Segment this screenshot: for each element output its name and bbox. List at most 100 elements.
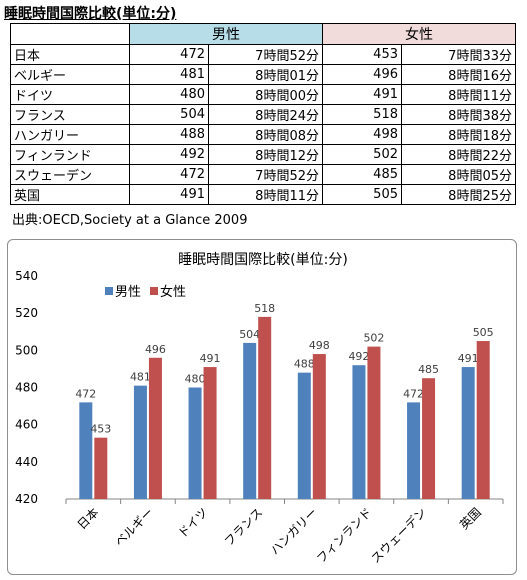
bar-female xyxy=(367,346,381,499)
cell-male-hours: 7時間52分 xyxy=(208,44,323,65)
cell-male-minutes: 491 xyxy=(129,184,209,205)
male-header: 男性 xyxy=(129,23,323,45)
cell-female-hours: 8時間22分 xyxy=(401,144,516,165)
x-tick-label: フランス xyxy=(222,505,266,549)
data-label-female: 505 xyxy=(473,326,494,339)
bar-male xyxy=(243,342,257,499)
cell-country: スウェーデン xyxy=(10,164,130,185)
x-tick-label: フィンランド xyxy=(314,505,375,566)
data-label-female: 496 xyxy=(145,343,166,356)
cell-male-minutes: 492 xyxy=(129,144,209,165)
cell-male-hours: 7時間52分 xyxy=(208,164,323,185)
data-label-male: 492 xyxy=(348,350,369,363)
bar-female xyxy=(476,341,490,499)
cell-country: ベルギー xyxy=(10,64,130,85)
data-label-female: 485 xyxy=(418,363,439,376)
cell-country: 日本 xyxy=(10,44,130,65)
cell-male-hours: 8時間11分 xyxy=(208,184,323,205)
table-row: 日本 472 7時間52分 453 7時間33分 xyxy=(10,44,516,65)
table-row: ベルギー 481 8時間01分 496 8時間16分 xyxy=(10,64,516,85)
bar-male xyxy=(352,365,366,499)
cell-female-minutes: 505 xyxy=(322,184,402,205)
y-tick-label: 420 xyxy=(15,492,38,506)
bar-male xyxy=(297,372,311,499)
table-title: 睡眠時間国際比較(単位:分) xyxy=(4,6,177,22)
cell-male-hours: 8時間08分 xyxy=(208,124,323,145)
y-tick-label: 500 xyxy=(15,343,38,357)
cell-female-hours: 8時間25分 xyxy=(401,184,516,205)
bar-chart: 睡眠時間国際比較(単位:分) 420 440 460 480 500 520 540 472 45… xyxy=(15,252,504,567)
data-label-female: 518 xyxy=(254,302,275,315)
bar-male xyxy=(133,385,147,499)
cell-female-minutes: 491 xyxy=(322,84,402,105)
x-tick-label: ドイツ xyxy=(175,505,210,540)
cell-female-minutes: 498 xyxy=(322,124,402,145)
table-row: 英国 491 8時間11分 505 8時間25分 xyxy=(10,184,516,205)
table-row: スウェーデン 472 7時間52分 485 8時間05分 xyxy=(10,164,516,185)
cell-female-hours: 8時間11分 xyxy=(401,84,516,105)
cell-male-minutes: 472 xyxy=(129,44,209,65)
data-label-male: 472 xyxy=(75,387,96,400)
cell-country: ハンガリー xyxy=(10,124,130,145)
cell-male-minutes: 472 xyxy=(129,164,209,185)
cell-male-hours: 8時間00分 xyxy=(208,84,323,105)
chart-title: 睡眠時間国際比較(単位:分) xyxy=(178,252,348,268)
bar-female xyxy=(258,316,272,499)
cell-female-minutes: 502 xyxy=(322,144,402,165)
data-label-male: 472 xyxy=(403,387,424,400)
x-tick-label: 日本 xyxy=(75,505,102,532)
sleep-table: 男性 女性 日本 472 7時間52分 453 7時間33分 ベルギー 481 8時間01分 4… xyxy=(10,23,516,205)
table-row: ドイツ 480 8時間00分 491 8時間11分 xyxy=(10,84,516,105)
y-tick-label: 440 xyxy=(15,455,38,469)
cell-female-hours: 8時間38分 xyxy=(401,104,516,125)
female-header: 女性 xyxy=(322,23,516,45)
data-label-male: 481 xyxy=(130,371,151,384)
bar-male xyxy=(407,402,421,499)
x-tick-label: ベルギー xyxy=(112,505,156,549)
legend-label-male: 男性 xyxy=(115,285,141,300)
cell-female-minutes: 496 xyxy=(322,64,402,85)
table-row: フィンランド 492 8時間12分 502 8時間22分 xyxy=(10,144,516,165)
cell-male-minutes: 504 xyxy=(129,104,209,125)
bar-male xyxy=(461,367,475,499)
data-label-male: 491 xyxy=(458,352,479,365)
bar-female xyxy=(203,367,217,499)
cell-male-minutes: 480 xyxy=(129,84,209,105)
cell-country: フランス xyxy=(10,104,130,125)
data-label-female: 453 xyxy=(90,423,111,436)
bar-female xyxy=(94,437,108,499)
y-tick-label: 480 xyxy=(15,381,38,395)
table-row: フランス 504 8時間24分 518 8時間38分 xyxy=(10,104,516,125)
cell-female-minutes: 485 xyxy=(322,164,402,185)
cell-female-hours: 8時間05分 xyxy=(401,164,516,185)
data-label-female: 498 xyxy=(309,339,330,352)
y-tick-label: 520 xyxy=(15,306,38,320)
data-label-male: 488 xyxy=(294,358,315,371)
bar-male xyxy=(79,402,93,499)
data-label-female: 502 xyxy=(363,332,384,345)
bar-female xyxy=(422,378,436,499)
cell-male-minutes: 488 xyxy=(129,124,209,145)
x-tick-label: ハンガリー xyxy=(268,505,320,557)
cell-male-hours: 8時間12分 xyxy=(208,144,323,165)
x-tick-label: 英国 xyxy=(457,505,484,532)
chart-area: 睡眠時間国際比較(単位:分) 420 440 460 480 500 520 540 472 45… xyxy=(7,239,517,575)
cell-country: ドイツ xyxy=(10,84,130,105)
legend-label-female: 女性 xyxy=(160,284,186,300)
cell-female-minutes: 518 xyxy=(322,104,402,125)
header-blank xyxy=(10,23,130,45)
cell-female-minutes: 453 xyxy=(322,44,402,65)
cell-male-hours: 8時間24分 xyxy=(208,104,323,125)
table-header-row: 男性 女性 xyxy=(10,23,516,45)
cell-female-hours: 7時間33分 xyxy=(401,44,516,65)
legend-swatch-female xyxy=(150,287,158,295)
table-row: ハンガリー 488 8時間08分 498 8時間18分 xyxy=(10,124,516,145)
legend-swatch-male xyxy=(105,287,113,295)
cell-male-minutes: 481 xyxy=(129,64,209,85)
bar-male xyxy=(188,387,202,499)
data-label-male: 504 xyxy=(239,328,260,341)
cell-female-hours: 8時間16分 xyxy=(401,64,516,85)
data-label-female: 491 xyxy=(200,352,221,365)
bar-female xyxy=(312,354,326,499)
x-tick-label: スウェーデン xyxy=(368,505,430,567)
